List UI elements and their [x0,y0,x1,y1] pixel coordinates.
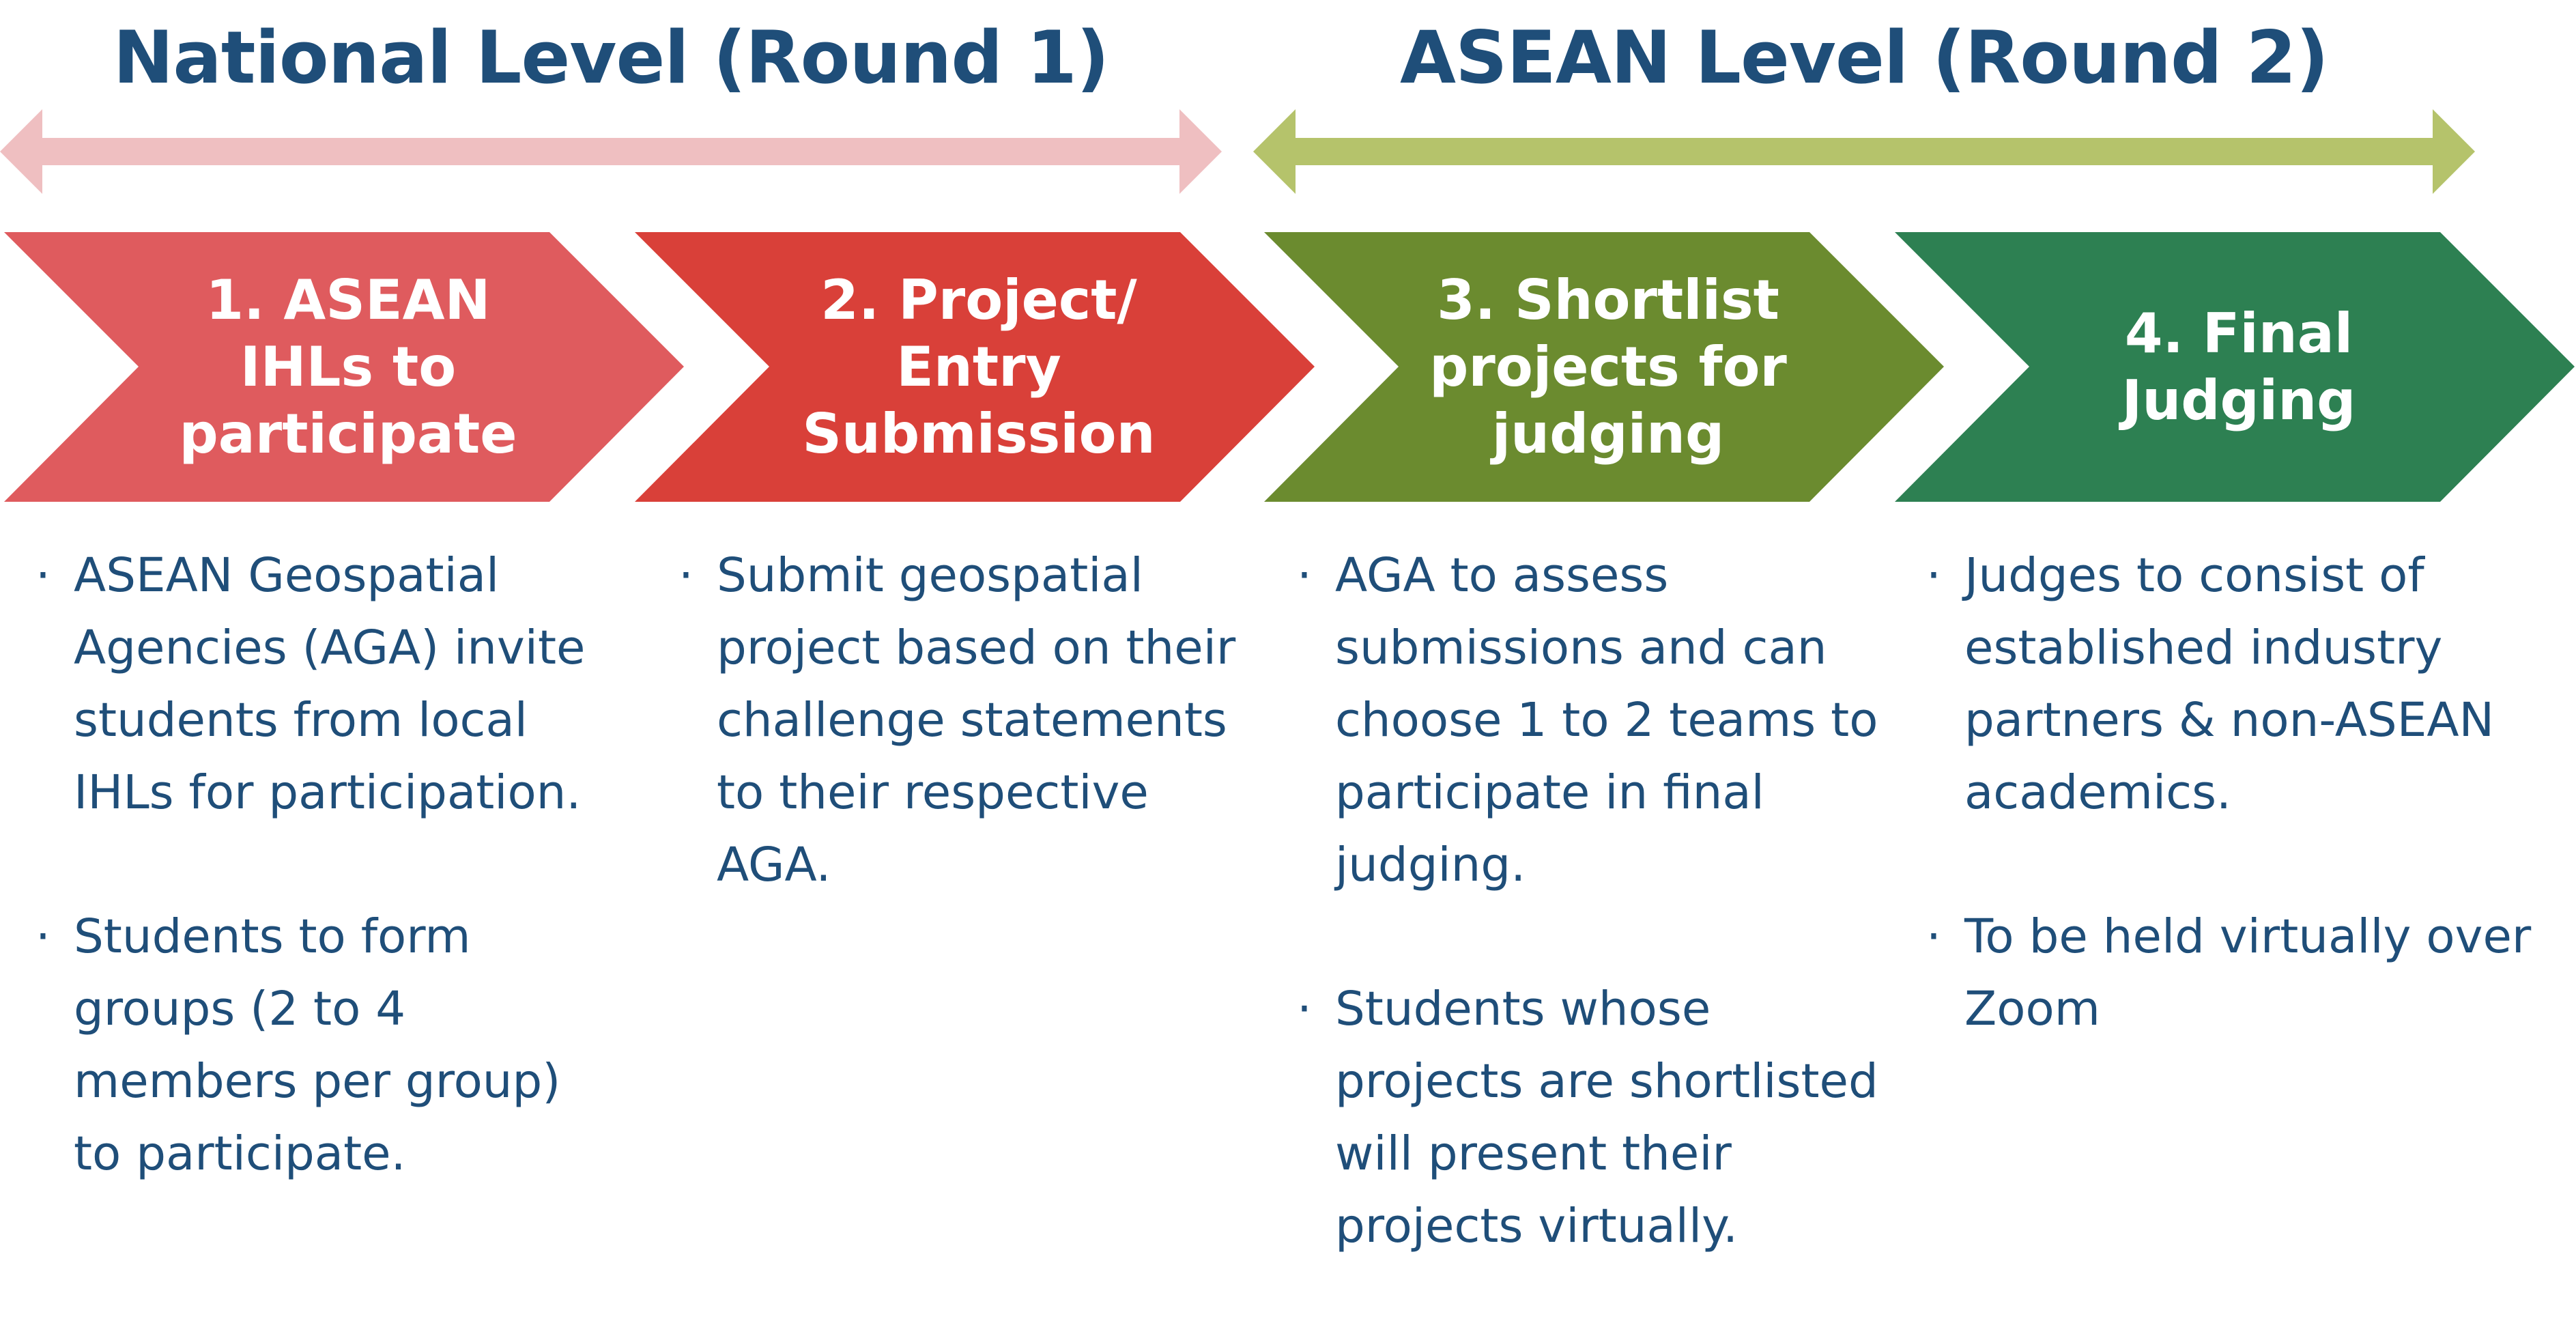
step-1-title-line: participate [179,401,517,466]
step-1-title-line: 1. ASEAN [205,268,491,332]
step-4-label: 4. Final Judging [2027,232,2450,502]
step-2-label: 2. Project/Entry Submission [767,232,1190,502]
step-1-bullet: ASEAN Geospatial Agencies (AGA) invite s… [35,539,622,829]
step-1-bullets: ASEAN Geospatial Agencies (AGA) invite s… [35,539,622,1262]
step-3-label: 3. Shortlist projects for judging [1397,232,1820,502]
step-4-bullet: Judges to consist of established industr… [1926,539,2541,829]
step-3-bullet: Students whose projects are shortlisted … [1297,973,1884,1262]
step-3-title-line: 3. Shortlist [1437,268,1779,332]
step-4-bullet: To be held virtually over Zoom [1926,900,2541,1045]
step-1-title: 1. ASEAN IHLs to participate [180,267,517,468]
step-4-chevron [1895,232,2575,502]
step-4-bullets: Judges to consist of established industr… [1926,539,2541,1117]
step-3-title: 3. Shortlist projects for judging [1429,267,1787,468]
step-1-bullet: Students to form groups (2 to 4 members … [35,900,622,1190]
national-level-arrow [0,109,1222,194]
step-2-bullet: Submit geospatial project based on their… [678,539,1259,901]
step-1-title-line: IHLs to [240,335,457,399]
step-3-chevron [1264,232,1944,502]
step-4-title-line: 4. Final [2124,301,2353,365]
step-2-title-line: 2. Project/ [820,268,1137,332]
asean-level-arrow [1253,109,2475,194]
process-diagram [0,109,2575,502]
national-level-title: National Level (Round 1) [113,16,1110,100]
step-3-bullets: AGA to assess submissions and can choose… [1297,539,1884,1334]
asean-level-title: ASEAN Level (Round 2) [1400,16,2329,100]
step-2-bullets: Submit geospatial project based on their… [678,539,1259,973]
step-2-title-line: Submission [802,401,1156,466]
step-2-title-line: Entry [896,335,1061,399]
step-3-title-line: projects for [1429,335,1787,399]
step-3-bullet: AGA to assess submissions and can choose… [1297,539,1884,901]
step-3-title-line: judging [1491,401,1725,466]
step-2-title: 2. Project/Entry Submission [802,267,1155,468]
step-4-title: 4. Final Judging [2122,300,2356,434]
step-4-title-line: Judging [2121,368,2356,432]
step-1-label: 1. ASEAN IHLs to participate [137,232,560,502]
step-1-chevron [4,232,684,502]
step-2-chevron [635,232,1315,502]
